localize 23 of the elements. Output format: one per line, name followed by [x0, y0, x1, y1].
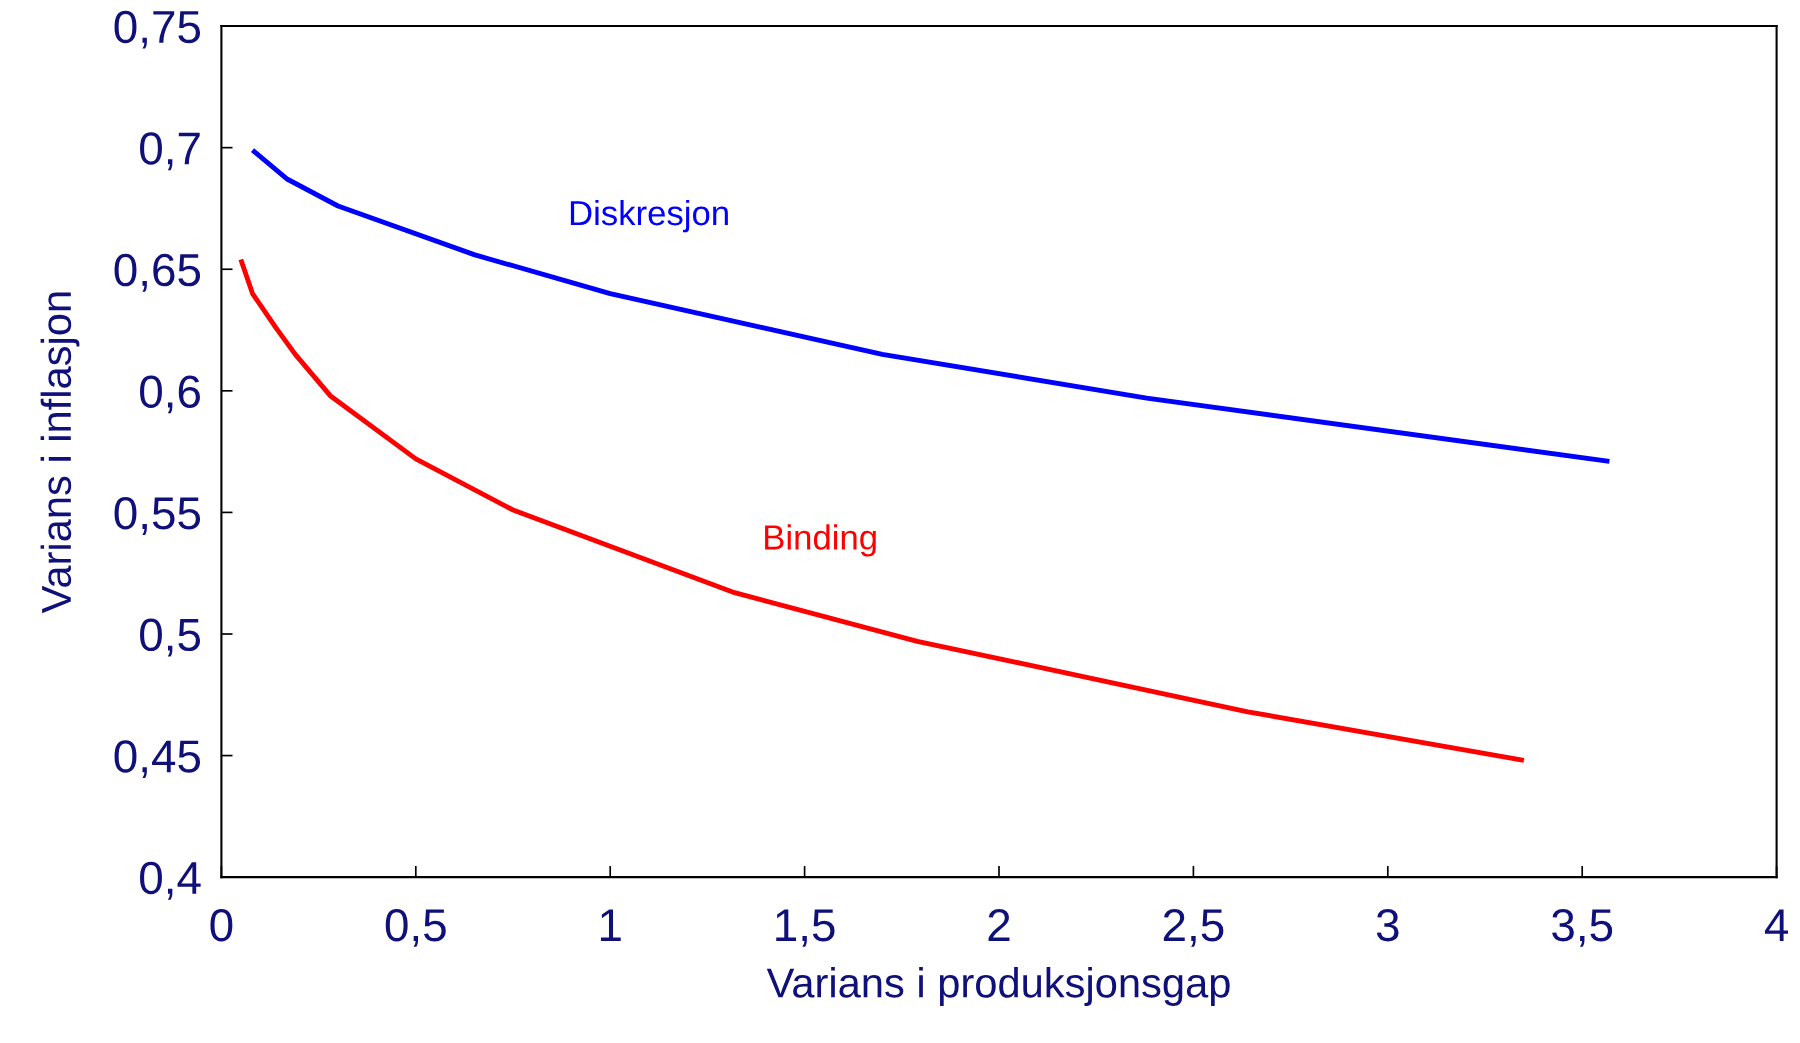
x-tick-label: 3,5: [1552, 908, 1613, 947]
y-tick-label: 0,75: [114, 10, 201, 49]
x-tick-label: 1: [600, 909, 621, 941]
y-tick-label: 0,65: [114, 253, 201, 292]
x-tick-label: 0,5: [385, 908, 446, 947]
y-tick-label: 0,6: [140, 375, 200, 414]
x-tick-label: 2,5: [1163, 908, 1224, 947]
y-tick-label: 0,7: [140, 132, 200, 171]
line-series: [250, 147, 1612, 464]
x-tick-label: 1,5: [776, 909, 835, 947]
x-tick-label: 4: [1764, 909, 1788, 941]
y-tick-label: 0,4: [140, 861, 201, 900]
line-series: [238, 257, 1527, 763]
x-axis-title: Varians i produksjonsgap: [766, 967, 1230, 1006]
x-tick-label: 0: [210, 908, 233, 942]
x-tick-label: 2: [988, 908, 1010, 941]
y-tick-label: 0,5: [140, 618, 201, 657]
series-label: Diskresjon: [570, 199, 728, 233]
y-axis-title: Varians i inflasjon: [40, 292, 80, 614]
series-label: Binding: [765, 524, 876, 557]
x-tick-label: 3: [1376, 908, 1399, 942]
y-tick-label: 0,45: [114, 740, 201, 779]
y-tick-label: 0,55: [114, 497, 201, 535]
